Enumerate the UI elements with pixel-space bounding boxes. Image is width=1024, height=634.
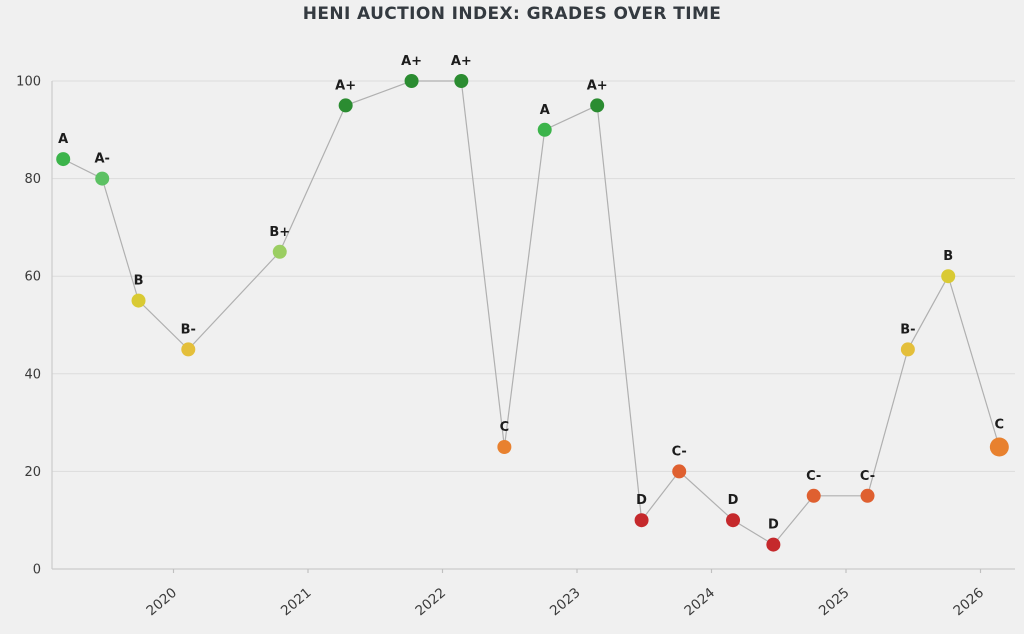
y-tick-label: 60	[24, 270, 41, 285]
data-point-marker	[590, 98, 605, 113]
data-point-grade-label: C-	[806, 469, 821, 484]
data-point-grade-label: D	[768, 518, 779, 533]
data-point-grade-label: C	[995, 418, 1005, 433]
y-tick-label: 40	[24, 367, 41, 382]
data-point-marker	[537, 122, 552, 137]
data-point-marker	[860, 488, 875, 503]
data-point-grade-label: C-	[672, 444, 687, 459]
data-point-grade-label: B	[943, 249, 953, 264]
x-tick-label: 2023	[547, 585, 584, 619]
data-point-grade-label: A+	[401, 54, 422, 69]
data-point-marker	[404, 74, 419, 88]
data-point-grade-label: C	[500, 420, 510, 435]
data-point-grade-label: A+	[335, 78, 356, 93]
series-line	[62, 80, 1000, 546]
data-point-marker	[181, 342, 196, 357]
data-point-grade-label: D	[728, 493, 739, 508]
data-point-marker	[672, 464, 687, 479]
data-point-marker	[941, 269, 956, 284]
data-point-grade-label: A-	[94, 152, 109, 167]
data-point-marker	[726, 513, 741, 528]
x-tick-label: 2020	[143, 585, 180, 619]
x-tick-label: 2025	[816, 585, 853, 619]
data-point-marker	[56, 152, 71, 167]
y-tick-label: 80	[24, 172, 41, 187]
data-point-marker	[131, 293, 146, 308]
y-tick-label: 20	[24, 465, 41, 480]
chart-title: HENI AUCTION INDEX: GRADES OVER TIME	[302, 4, 722, 24]
data-point-marker	[766, 537, 781, 552]
x-tick-label: 2022	[412, 585, 449, 619]
data-point-grade-label: B-	[900, 322, 915, 337]
data-point-grade-label: A	[58, 132, 68, 147]
data-point-marker	[338, 98, 353, 113]
x-tick-label: 2024	[681, 585, 718, 619]
data-point-marker	[634, 513, 649, 528]
data-point-grade-label: A+	[451, 54, 472, 69]
y-tick-label: 0	[33, 563, 41, 578]
data-point-marker	[454, 74, 469, 88]
data-point-grade-label: B-	[181, 322, 196, 337]
data-point-marker	[95, 171, 110, 186]
x-tick-label: 2026	[950, 585, 987, 619]
data-point-marker	[989, 437, 1009, 457]
data-point-grade-label: D	[636, 493, 647, 508]
data-point-marker	[272, 244, 287, 259]
y-tick-label: 100	[16, 75, 41, 90]
data-point-grade-label: A+	[587, 78, 608, 93]
data-point-grade-label: B	[134, 274, 144, 289]
data-point-grade-label: C-	[860, 469, 875, 484]
data-point-marker	[900, 342, 915, 357]
data-point-grade-label: B+	[269, 225, 290, 240]
data-point-marker	[497, 440, 512, 454]
x-tick-label: 2021	[278, 585, 315, 619]
data-point-grade-label: A	[540, 103, 550, 118]
data-point-marker	[806, 488, 821, 503]
